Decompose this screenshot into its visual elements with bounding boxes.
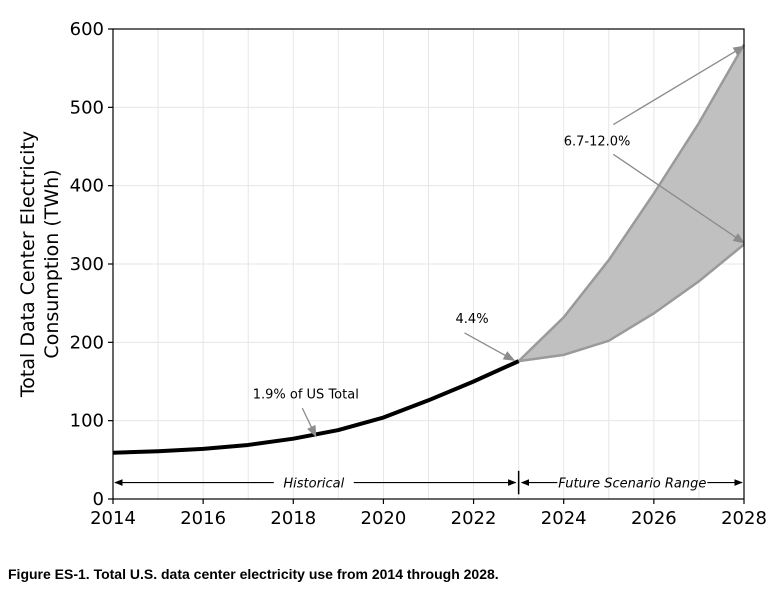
y-axis-title-line1: Total Data Center Electricity — [17, 131, 39, 398]
x-tick-label: 2018 — [270, 508, 316, 529]
scenario-range-fill — [518, 44, 744, 362]
historical-line — [112, 359, 520, 455]
x-tick-label: 2020 — [361, 508, 407, 529]
historical-span-label: Historical — [283, 477, 344, 492]
x-tick-label: 2028 — [721, 508, 767, 529]
annotation-arrow — [464, 332, 516, 361]
annotation-arrow — [612, 153, 745, 244]
future-span-label: Future Scenario Range — [558, 477, 706, 492]
x-tick-label: 2016 — [180, 508, 226, 529]
y-tick-label: 300 — [70, 254, 104, 275]
annotation-label: 6.7-12.0% — [564, 135, 631, 150]
scenario-upper-line — [517, 44, 746, 363]
y-tick-label: 600 — [70, 19, 104, 40]
chart: 1.9% of US Total 4.4% 6.7-12.0% Historical F… — [17, 19, 767, 529]
annotation-arrow — [612, 45, 746, 126]
historical-series — [112, 359, 520, 455]
annotation-arrow — [301, 407, 317, 438]
figure-caption: Figure ES-1. Total U.S. data center elec… — [8, 566, 499, 582]
x-tick-label: 2014 — [90, 508, 136, 529]
axes: 2014 2016 2018 2020 2022 2024 2026 2028 0 100 200 3… — [70, 19, 767, 529]
x-tick-label: 2024 — [541, 508, 587, 529]
annotation-label: 4.4% — [456, 312, 489, 327]
y-tick-label: 400 — [70, 176, 104, 197]
scenario-lower-line — [518, 243, 745, 363]
x-tick-label: 2022 — [451, 508, 497, 529]
annotations: 1.9% of US Total 4.4% 6.7-12.0% Historical F… — [114, 45, 746, 495]
y-tick-label: 500 — [70, 97, 104, 118]
annotation-label: 1.9% of US Total — [253, 388, 359, 403]
y-tick-label: 100 — [70, 411, 104, 432]
y-tick-label: 200 — [70, 332, 104, 353]
y-tick-label: 0 — [93, 489, 104, 510]
y-axis-title-line2: Consumption (TWh) — [41, 169, 63, 358]
x-tick-label: 2026 — [631, 508, 677, 529]
scenario-band — [517, 44, 746, 363]
